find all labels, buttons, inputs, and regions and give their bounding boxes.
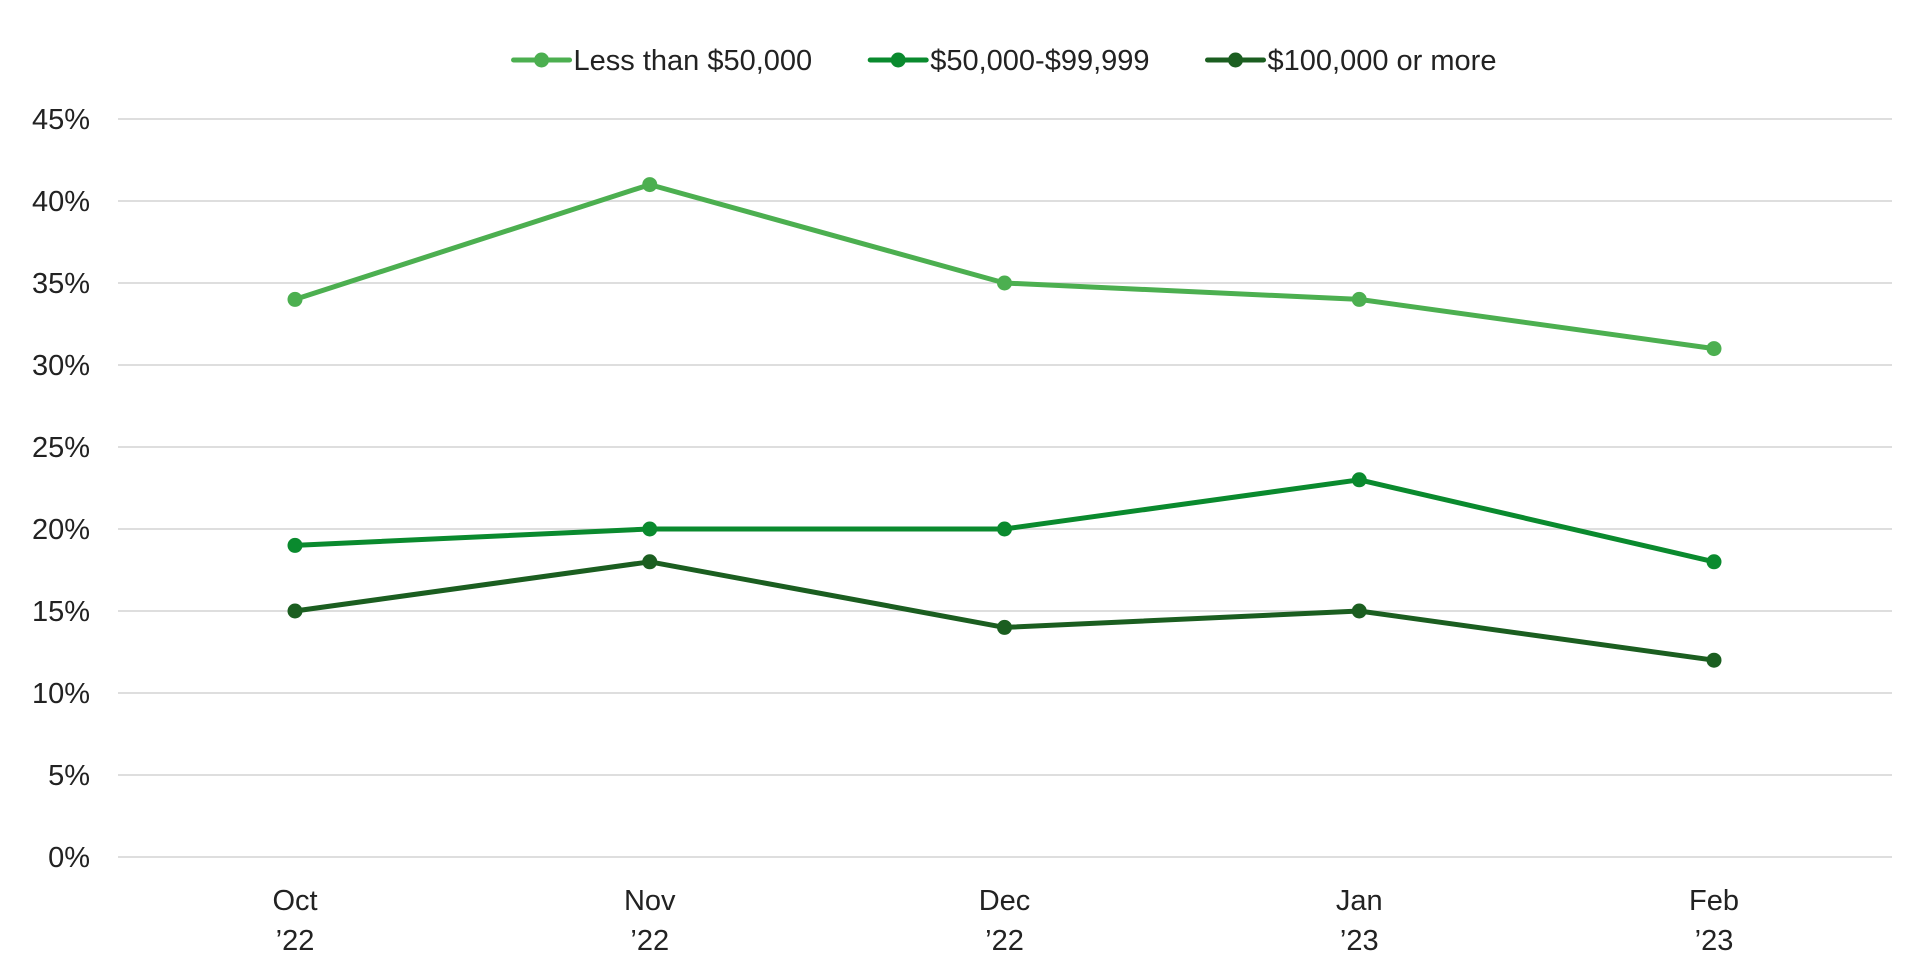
legend-swatch-marker-1 bbox=[890, 52, 906, 68]
legend-label-1: $50,000-$99,999 bbox=[930, 45, 1149, 77]
legend-item-less-than-50-000: Less than $50,000 bbox=[511, 45, 813, 77]
x-tick-label-1-line-0: Nov bbox=[624, 885, 676, 917]
y-tick-label-45: 45% bbox=[32, 104, 90, 136]
legend-item-100-000-or-more: $100,000 or more bbox=[1205, 45, 1497, 77]
legend-label-0: Less than $50,000 bbox=[574, 45, 813, 77]
x-tick-label-4-line-1: ’23 bbox=[1695, 925, 1734, 957]
y-gridlines bbox=[118, 118, 1892, 858]
data-point-less-than-50-000-1 bbox=[642, 177, 658, 193]
x-axis-tick-labels: Oct ’22 Nov ’22 Dec ’22 Jan ’23 Feb ’23 bbox=[272, 885, 1739, 957]
data-point-50-000-99-999-1 bbox=[642, 521, 658, 537]
legend: Less than $50,000 $50,000-$99,999 $100,000… bbox=[511, 45, 1497, 77]
data-point-100-000-or-more-1 bbox=[642, 554, 658, 570]
series-group bbox=[287, 177, 1722, 668]
legend-label-2: $100,000 or more bbox=[1268, 45, 1497, 77]
data-point-less-than-50-000-2 bbox=[997, 275, 1012, 291]
y-tick-label-20: 20% bbox=[32, 514, 90, 546]
y-tick-label-5: 5% bbox=[48, 760, 90, 792]
series-50-000-99-999 bbox=[287, 472, 1722, 570]
series-100-000-or-more bbox=[287, 554, 1722, 668]
data-point-100-000-or-more-0 bbox=[287, 603, 303, 619]
y-tick-label-35: 35% bbox=[32, 268, 90, 300]
x-tick-label-1-line-1: ’22 bbox=[630, 925, 669, 957]
series-line-less-than-50-000 bbox=[292, 182, 1717, 352]
series-line-50-000-99-999 bbox=[292, 477, 1717, 565]
x-tick-label-2-line-0: Dec bbox=[979, 885, 1031, 917]
x-tick-label-3-line-0: Jan bbox=[1336, 885, 1383, 917]
y-tick-label-25: 25% bbox=[32, 432, 90, 464]
legend-swatch-marker-2 bbox=[1228, 52, 1244, 68]
legend-item-50-000-99-999: $50,000-$99,999 bbox=[867, 45, 1150, 77]
data-point-less-than-50-000-3 bbox=[1351, 291, 1367, 307]
x-tick-label-4-line-0: Feb bbox=[1689, 885, 1739, 917]
y-axis-tick-labels: 0% 5% 10% 15% 20% 25% 30% 35% 40% 45% bbox=[32, 104, 90, 874]
y-tick-label-15: 15% bbox=[32, 596, 90, 628]
y-tick-label-10: 10% bbox=[32, 678, 90, 710]
x-tick-label-0-line-0: Oct bbox=[272, 885, 317, 917]
y-tick-label-30: 30% bbox=[32, 350, 90, 382]
data-point-100-000-or-more-4 bbox=[1706, 652, 1722, 668]
y-tick-label-40: 40% bbox=[32, 186, 90, 218]
data-point-50-000-99-999-2 bbox=[997, 521, 1012, 537]
data-point-50-000-99-999-3 bbox=[1351, 472, 1367, 488]
data-point-less-than-50-000-0 bbox=[287, 291, 303, 307]
x-tick-label-0-line-1: ’22 bbox=[276, 925, 315, 957]
x-tick-label-3-line-1: ’23 bbox=[1340, 925, 1379, 957]
data-point-50-000-99-999-4 bbox=[1706, 554, 1722, 570]
y-tick-label-0: 0% bbox=[48, 842, 90, 874]
series-less-than-50-000 bbox=[287, 177, 1722, 357]
x-tick-label-2-line-1: ’22 bbox=[985, 925, 1024, 957]
legend-swatch-marker-0 bbox=[534, 52, 550, 68]
data-point-50-000-99-999-0 bbox=[287, 537, 303, 553]
data-point-100-000-or-more-2 bbox=[997, 619, 1012, 635]
data-point-100-000-or-more-3 bbox=[1351, 603, 1367, 619]
data-point-less-than-50-000-4 bbox=[1706, 341, 1722, 357]
